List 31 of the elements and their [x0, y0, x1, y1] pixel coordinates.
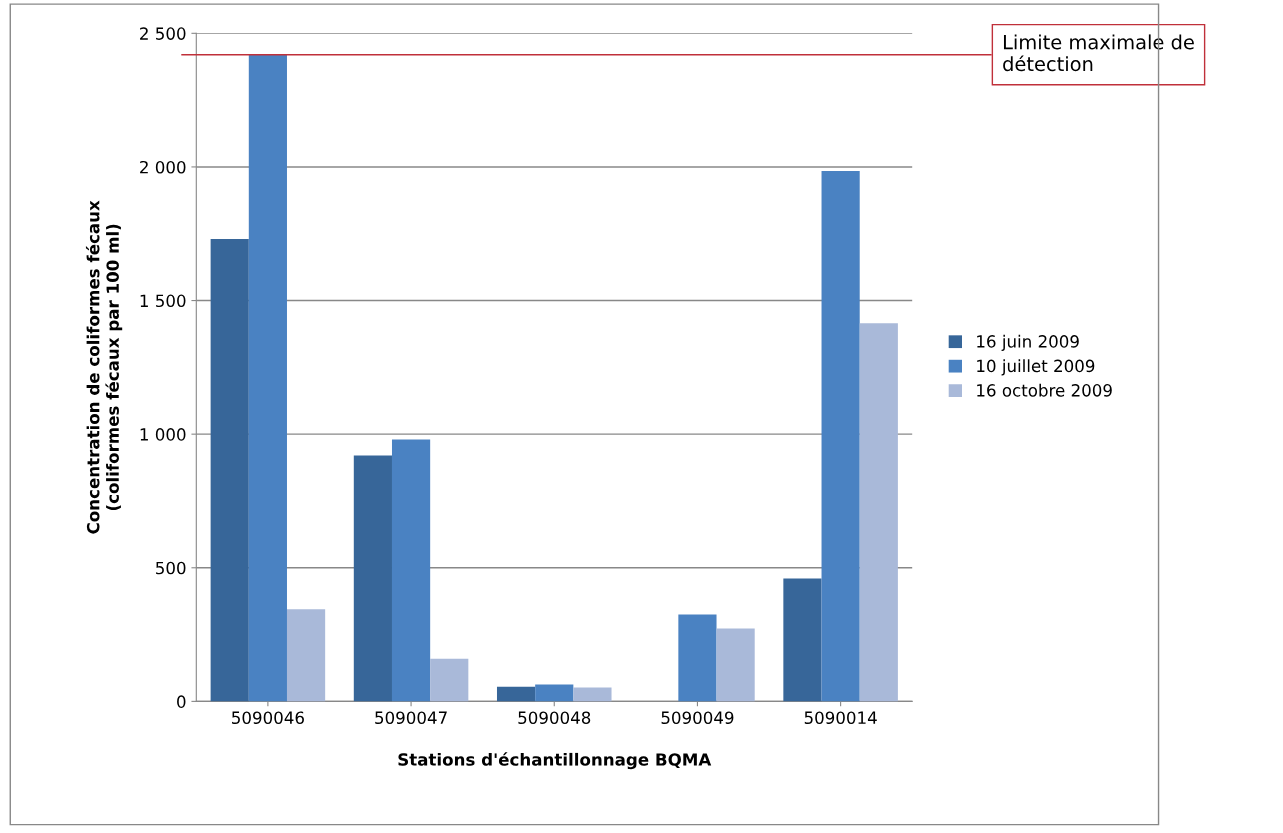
- y-tick-label: 1 000: [140, 428, 186, 441]
- bar: [573, 687, 612, 702]
- bar: [821, 170, 860, 702]
- bar: [391, 439, 431, 702]
- bar: [286, 609, 326, 702]
- bar: [783, 578, 822, 702]
- bar: [496, 686, 536, 702]
- bar: [353, 455, 392, 702]
- legend-label: 16 octobre 2009: [977, 383, 1112, 397]
- legend-label: 16 juin 2009: [977, 334, 1079, 351]
- bar: [716, 628, 755, 702]
- y-tick-label: 0: [177, 695, 186, 708]
- bar: [535, 684, 574, 702]
- y-tick-label: 1 500: [140, 294, 186, 308]
- bar: [678, 614, 717, 702]
- bar: [859, 323, 898, 702]
- x-tick-label: 5090049: [661, 711, 734, 725]
- x-tick-label: 5090047: [375, 711, 447, 725]
- bar: [210, 239, 249, 702]
- y-tick-label: 500: [156, 561, 186, 575]
- x-tick-label: 5090048: [518, 711, 591, 725]
- y-tick-label: 2 000: [140, 160, 186, 174]
- y-tick-label: 2 500: [140, 27, 186, 40]
- ref-line-label: Limite maximale de détection: [1003, 34, 1194, 72]
- bar: [248, 54, 287, 702]
- bar: [430, 658, 469, 702]
- x-tick-label: 5090046: [232, 711, 304, 725]
- legend-label: 10 juillet 2009: [977, 359, 1095, 376]
- x-axis-title: Stations d'échantillonnage BQMA: [398, 752, 712, 770]
- x-tick-label: 5090014: [804, 711, 877, 725]
- y-axis-title: Concentration de coliformes fécaux (coliformes fécaux par 100 ml): [85, 200, 123, 534]
